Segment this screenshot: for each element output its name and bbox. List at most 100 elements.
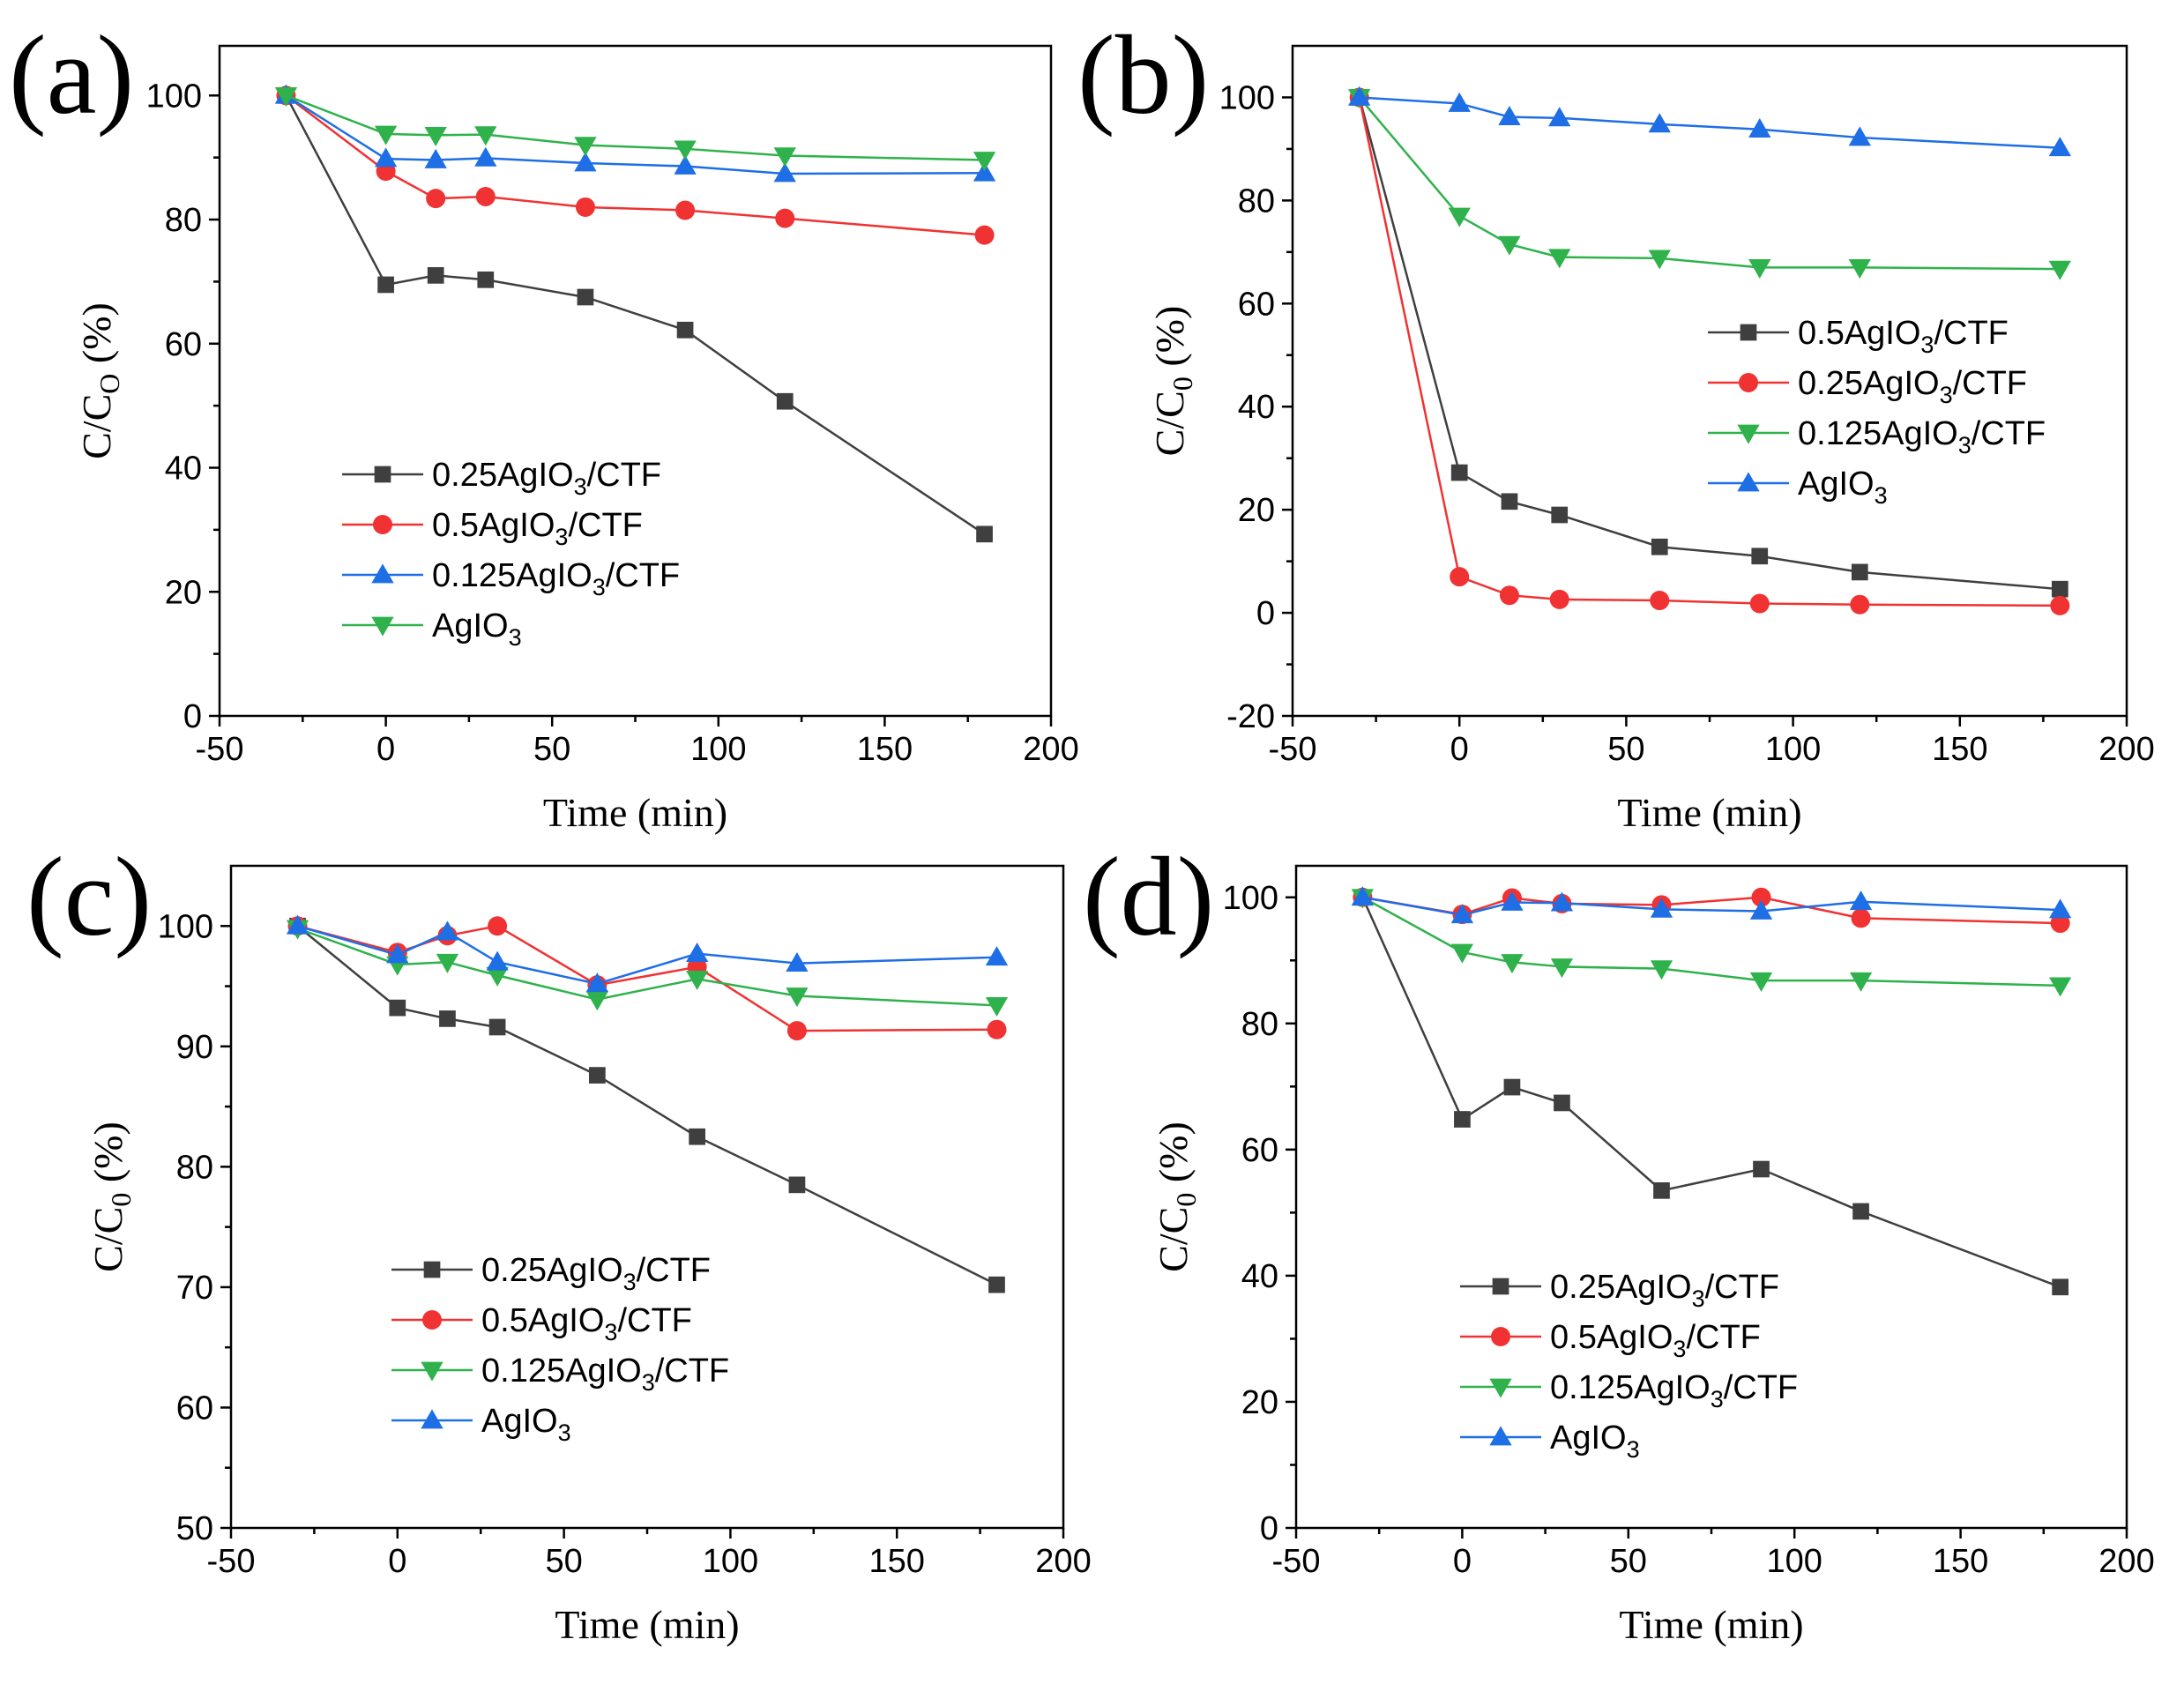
data-point [973, 152, 996, 172]
data-point [427, 267, 444, 284]
plot-frame [229, 864, 1065, 1530]
data-point [1548, 249, 1571, 269]
legend-marker [1491, 1327, 1510, 1346]
legend-marker [371, 616, 394, 637]
data-point [426, 189, 446, 209]
y-tick-label: 0 [1260, 1510, 1278, 1547]
x-tick-label: 0 [1450, 731, 1469, 768]
legend-marker [421, 1361, 444, 1382]
legend-marker [421, 1409, 444, 1429]
series-line [296, 925, 998, 1286]
data-point [1503, 1078, 1521, 1096]
legend-label: 0.5AgIO3/CTF [1798, 315, 2009, 358]
data-point [786, 987, 809, 1008]
data-point [1448, 92, 1471, 112]
data-point [775, 208, 795, 228]
data-point [1550, 958, 1574, 979]
legend-entry: 0.25AgIO3/CTF [1708, 365, 2027, 408]
data-point [585, 991, 609, 1011]
legend-label: 0.5AgIO3/CTF [481, 1302, 692, 1345]
x-axis-title: Time (min) [543, 790, 727, 835]
y-tick-label: 100 [1219, 79, 1275, 116]
data-point [1549, 589, 1569, 609]
data-point [985, 997, 1009, 1017]
panel-label: (d) [1083, 834, 1214, 959]
series-line [1358, 96, 2061, 271]
y-tick-label: 20 [1238, 492, 1275, 529]
y-tick-label: 60 [1241, 1132, 1278, 1169]
y-tick-label: 80 [1241, 1006, 1278, 1043]
x-tick-label: 50 [1607, 731, 1644, 768]
data-point [689, 1128, 705, 1145]
data-point [486, 966, 509, 987]
y-tick-label: 0 [1256, 595, 1275, 632]
data-point [574, 152, 597, 172]
legend-label: 0.5AgIO3/CTF [1550, 1319, 1761, 1362]
data-point [973, 161, 996, 182]
x-axis-title: Time (min) [1619, 1602, 1803, 1647]
data-point [1498, 235, 1521, 256]
series-0.25AgIO3/CTF [1349, 87, 2070, 615]
data-point [773, 147, 796, 168]
legend: 0.25AgIO3/CTF 0.5AgIO3/CTF 0.125AgIO3/CTF A… [1460, 1269, 1798, 1463]
y-tick-label: -20 [1226, 698, 1275, 735]
series-0.125AgIO3/CTF [1351, 889, 2072, 997]
y-tick-label: 80 [176, 1149, 213, 1186]
y-tick-label: 100 [158, 908, 213, 945]
data-point [1749, 593, 1770, 614]
data-point [1548, 107, 1571, 127]
data-point [2050, 595, 2070, 615]
data-point [685, 943, 709, 963]
legend-marker [1492, 1278, 1509, 1295]
data-point [2050, 913, 2070, 934]
legend-label: 0.125AgIO3/CTF [1550, 1369, 1798, 1412]
data-point [374, 125, 398, 145]
data-point [988, 1276, 1005, 1293]
data-point [475, 187, 496, 206]
legend-label: AgIO3 [1550, 1419, 1640, 1463]
legend-marker [374, 466, 391, 483]
legend-label: 0.25AgIO3/CTF [432, 457, 661, 500]
data-point [1351, 886, 1375, 906]
legend-entry: 0.5AgIO3/CTF [1460, 1319, 1761, 1362]
x-tick-label: -50 [207, 1543, 256, 1580]
legend-label: AgIO3 [432, 607, 522, 651]
x-tick-label: 150 [857, 731, 913, 768]
legend-entry: AgIO3 [1460, 1419, 1640, 1463]
y-axis-title: C/CO (%) [74, 302, 125, 459]
data-point [674, 140, 697, 160]
data-point [776, 392, 794, 410]
series-line [1358, 97, 2061, 591]
data-point [1751, 548, 1769, 565]
legend-label: AgIO3 [1798, 466, 1888, 509]
data-point [1749, 972, 1773, 992]
series-AgIO3 [1351, 886, 2072, 924]
data-point [439, 1010, 456, 1027]
series-line [1359, 96, 2061, 150]
data-point [676, 321, 694, 339]
y-tick-label: 90 [176, 1029, 213, 1066]
legend-entry: 0.125AgIO3/CTF [391, 1352, 729, 1396]
data-point [1454, 1111, 1471, 1128]
legend-marker [1489, 1378, 1512, 1398]
data-point [1852, 1203, 1869, 1220]
data-point [674, 154, 697, 175]
data-point [436, 953, 459, 973]
data-point [773, 162, 796, 183]
data-point [1653, 1181, 1670, 1199]
legend-marker [1489, 1426, 1512, 1446]
data-point [386, 943, 409, 964]
data-point [786, 1021, 807, 1041]
data-point [1848, 259, 1871, 279]
legend-entry: 0.125AgIO3/CTF [342, 557, 680, 600]
data-point [788, 1176, 806, 1194]
series-line [285, 94, 985, 175]
y-axis-title: C/C0 (%) [1147, 306, 1198, 457]
data-point [2048, 260, 2071, 280]
legend-marker [1740, 324, 1757, 341]
data-point [474, 126, 497, 146]
legend-entry: 0.5AgIO3/CTF [391, 1302, 692, 1345]
legend-label: 0.125AgIO3/CTF [432, 557, 680, 600]
